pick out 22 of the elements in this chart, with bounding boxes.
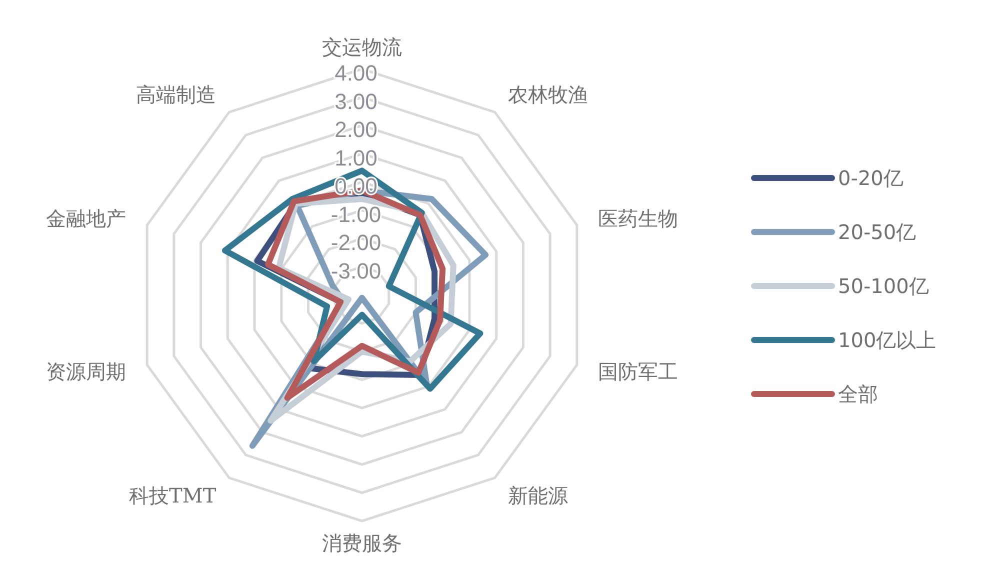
- spoke-label: 金融地产: [46, 206, 126, 230]
- spoke-label: 国防军工: [598, 360, 678, 384]
- legend-label: 20-50亿: [838, 218, 916, 246]
- spoke-label: 新能源: [508, 484, 568, 508]
- y-tick-label: -3.00: [330, 258, 382, 284]
- legend-label: 50-100亿: [838, 272, 929, 300]
- legend-label: 100亿以上: [838, 326, 936, 354]
- spoke-label: 高端制造: [136, 82, 216, 106]
- y-tick-label: 1.00: [334, 145, 378, 170]
- legend-label: 0-20亿: [838, 164, 904, 192]
- spoke-label: 科技TMT: [129, 484, 217, 508]
- y-tick-label: 2.00: [334, 117, 378, 142]
- legend-label: 全部: [838, 380, 878, 408]
- spoke-label: 交运物流: [322, 35, 402, 59]
- y-tick-label: 4.00: [334, 60, 378, 86]
- spoke-label: 资源周期: [46, 360, 126, 384]
- spoke-label: 医药生物: [598, 206, 678, 230]
- spoke-label: 消费服务: [322, 531, 402, 555]
- spoke-label: 农林牧渔: [508, 82, 588, 106]
- y-tick-label: -1.00: [330, 202, 382, 227]
- y-tick-label: -2.00: [330, 230, 382, 255]
- y-tick-label: 3.00: [334, 88, 378, 114]
